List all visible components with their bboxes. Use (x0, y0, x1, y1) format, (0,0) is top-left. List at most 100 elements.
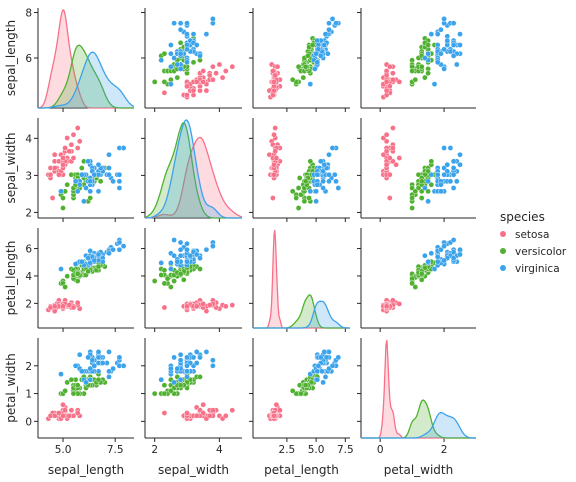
scatter-point-virginica (441, 16, 447, 22)
scatter-point-setosa (272, 125, 279, 131)
scatter-point-versicolor (305, 53, 311, 59)
scatter-point-virginica (106, 368, 112, 375)
scatter-point-virginica (79, 368, 85, 375)
scatter-point-virginica (95, 161, 102, 168)
scatter-point-virginica (329, 16, 336, 22)
scatter-point-versicolor (60, 195, 66, 201)
scatter-point-virginica (171, 20, 177, 27)
scatter-point-versicolor (428, 158, 435, 165)
scatter-point-setosa (271, 161, 277, 168)
scatter-point-versicolor (418, 63, 425, 70)
x-tick-label: 4 (216, 444, 223, 456)
scatter-point-versicolor (95, 376, 102, 383)
scatter-point-virginica (76, 351, 83, 358)
kde-fill-setosa (253, 230, 350, 328)
kde-line-versicolor (38, 44, 134, 109)
scatter-point-virginica (184, 362, 190, 369)
scatter-point-virginica (314, 59, 321, 66)
scatter-point-virginica (171, 252, 177, 259)
scatter-point-virginica (81, 198, 87, 205)
scatter-point-virginica (428, 250, 435, 257)
scatter-point-setosa (396, 301, 403, 307)
scatter-point-virginica (444, 161, 451, 168)
kde-fill-virginica (145, 120, 242, 218)
scatter-point-setosa (383, 148, 390, 155)
scatter-point-setosa (47, 171, 54, 178)
scatter-point-setosa (277, 407, 283, 414)
scatter-point-virginica (72, 362, 79, 369)
scatter-point-setosa (60, 412, 66, 419)
scatter-point-setosa (380, 151, 387, 158)
scatter-point-virginica (322, 31, 329, 37)
scatter-point-setosa (193, 79, 200, 85)
scatter-point-virginica (171, 379, 177, 386)
x-tick-label: 0 (377, 444, 384, 456)
scatter-point-virginica (79, 258, 85, 265)
scatter-point-setosa (70, 131, 77, 138)
scatter-point-versicolor (412, 188, 419, 195)
scatter-point-versicolor (151, 79, 158, 85)
scatter-point-versicolor (62, 387, 68, 394)
scatter-point-virginica (116, 185, 123, 191)
scatter-point-setosa (396, 155, 403, 161)
scatter-point-virginica (116, 178, 123, 185)
scatter-point-virginica (314, 171, 321, 178)
scatter-point-virginica (177, 50, 184, 57)
scatter-point-virginica (457, 151, 463, 158)
scatter-point-setosa (272, 148, 279, 155)
scatter-point-versicolor (74, 270, 81, 277)
scatter-point-virginica (425, 198, 431, 205)
scatter-point-virginica (315, 46, 322, 53)
scatter-point-versicolor (168, 284, 174, 290)
scatter-point-virginica (434, 254, 441, 260)
scatter-point-versicolor (161, 267, 168, 274)
legend-label-setosa: setosa (515, 229, 549, 241)
scatter-point-virginica (333, 178, 339, 185)
scatter-point-virginica (422, 252, 428, 259)
scatter-point-virginica (116, 354, 123, 361)
scatter-point-virginica (91, 362, 98, 369)
scatter-point-virginica (438, 246, 444, 253)
scatter-point-virginica (425, 50, 431, 57)
scatter-point-setosa (200, 301, 206, 307)
x-axis-label: petal_length (264, 463, 339, 477)
scatter-point-versicolor (97, 178, 104, 185)
scatter-point-setosa (210, 407, 216, 414)
scatter-point-virginica (177, 26, 184, 33)
scatter-point-virginica (335, 185, 342, 191)
scatter-point-setosa (66, 412, 73, 419)
scatter-point-versicolor (161, 79, 168, 85)
kde-line-virginica (145, 119, 242, 219)
scatter-point-virginica (323, 354, 330, 361)
scatter-point-virginica (457, 31, 463, 37)
scatter-point-setosa (206, 72, 213, 79)
scatter-point-virginica (72, 261, 79, 267)
scatter-point-setosa (51, 412, 58, 419)
scatter-point-setosa (56, 410, 62, 416)
y-axis-label: petal_length (4, 241, 18, 316)
scatter-point-virginica (74, 188, 81, 195)
scatter-point-virginica (326, 20, 332, 27)
scatter-point-virginica (319, 368, 325, 375)
scatter-point-virginica (171, 237, 177, 243)
scatter-point-virginica (174, 61, 181, 68)
scatter-point-virginica (87, 188, 93, 195)
scatter-point-setosa (161, 90, 168, 96)
scatter-point-setosa (390, 76, 396, 83)
scatter-point-versicolor (79, 165, 85, 171)
scatter-point-setosa (74, 299, 81, 306)
scatter-point-setosa (74, 125, 81, 131)
scatter-point-setosa (271, 79, 277, 85)
scatter-point-virginica (441, 66, 447, 72)
scatter-point-virginica (85, 255, 91, 261)
scatter-point-versicolor (95, 263, 102, 270)
scatter-point-virginica (450, 42, 457, 48)
scatter-point-versicolor (409, 275, 415, 282)
scatter-point-versicolor (197, 266, 203, 272)
scatter-point-virginica (438, 181, 444, 188)
scatter-point-versicolor (418, 270, 425, 277)
scatter-point-virginica (110, 246, 116, 253)
scatter-point-setosa (222, 303, 229, 310)
scatter-point-setosa (200, 79, 206, 85)
scatter-point-setosa (200, 410, 206, 416)
